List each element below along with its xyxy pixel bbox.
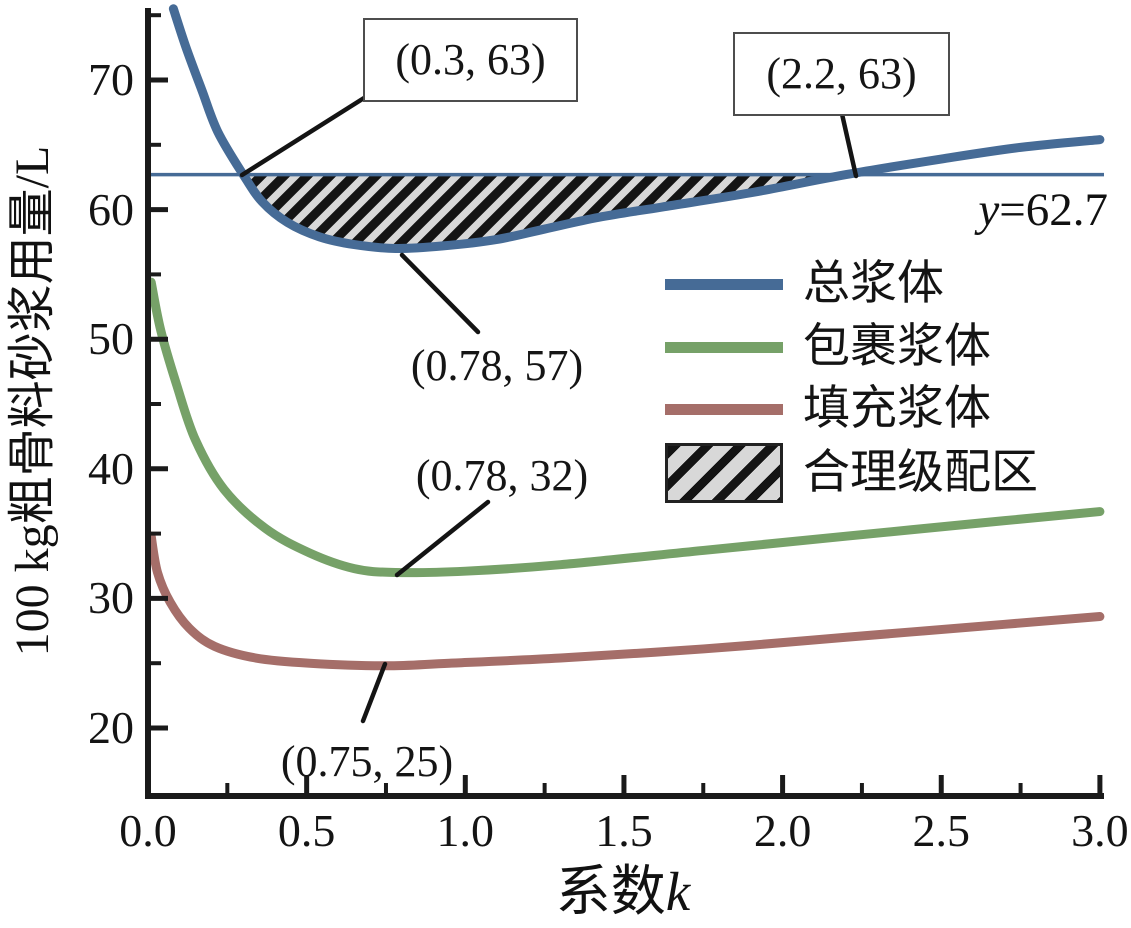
x-tick-label: 2.0: [753, 805, 812, 856]
y-tick-label: 20: [88, 702, 134, 753]
legend-line-swatch-green: [665, 341, 783, 353]
legend-item-gradation-zone: 合理级配区: [665, 442, 1038, 504]
annotation-filling-paste-minimum: (0.75, 25): [280, 737, 454, 786]
y-tick-label: 60: [88, 183, 134, 235]
legend-label-gradation-zone: 合理级配区: [803, 447, 1038, 499]
legend-item-filling-paste: 填充浆体: [665, 381, 991, 437]
series-curve-2: [146, 531, 1105, 671]
annotation-leader-line: [839, 111, 859, 179]
legend-hatch-swatch: [665, 443, 783, 503]
legend-label-total-paste: 总浆体: [803, 258, 944, 310]
legend-item-coating-paste: 包裹浆体: [665, 319, 991, 375]
y-axis-title: 100 kg粗骨料砂浆用量/L: [6, 145, 59, 657]
x-tick-label: 2.5: [912, 805, 971, 856]
x-tick-label: 1.0: [436, 805, 495, 856]
y-tick-label: 50: [88, 313, 134, 365]
y-tick-label: 70: [88, 54, 134, 105]
reasonable-gradation-region: [243, 174, 847, 249]
legend-item-total-paste: 总浆体: [665, 256, 944, 312]
reference-line-label-value: =62.7: [999, 184, 1108, 236]
x-tick-label: 0.5: [277, 805, 336, 856]
series-curve-1: [146, 277, 1105, 578]
annotation-box-right-crossing: (2.2, 63): [733, 32, 950, 116]
reference-line-label-variable: y: [978, 184, 1000, 236]
series-curve-0: [168, 4, 1105, 253]
annotation-box-left-crossing: (0.3, 63): [363, 18, 578, 102]
x-tick-label: 1.5: [595, 805, 653, 856]
annotation-leader-line: [360, 661, 388, 724]
y-tick-label: 30: [88, 572, 134, 624]
x-tick-label: 3.0: [1071, 805, 1129, 856]
annotation-leader-line: [394, 499, 491, 578]
x-axis-title: 系数k: [423, 862, 823, 922]
legend-label-filling-paste: 填充浆体: [803, 383, 991, 435]
x-tick-label: 0.0: [119, 805, 177, 856]
legend-line-swatch-brown: [665, 403, 783, 415]
annotation-coating-paste-minimum: (0.78, 32): [415, 451, 589, 500]
legend-line-swatch-blue: [665, 278, 783, 290]
annotation-leader-line: [399, 252, 481, 335]
legend-label-coating-paste: 包裹浆体: [803, 321, 991, 373]
reference-line-label: y=62.7: [880, 184, 1108, 236]
annotation-leader-line: [239, 95, 367, 178]
y-tick-label: 40: [88, 442, 134, 494]
x-axis-title-variable: k: [665, 861, 691, 922]
x-axis-title-text: 系数: [555, 861, 666, 922]
annotation-total-paste-minimum: (0.78, 57): [410, 341, 584, 390]
